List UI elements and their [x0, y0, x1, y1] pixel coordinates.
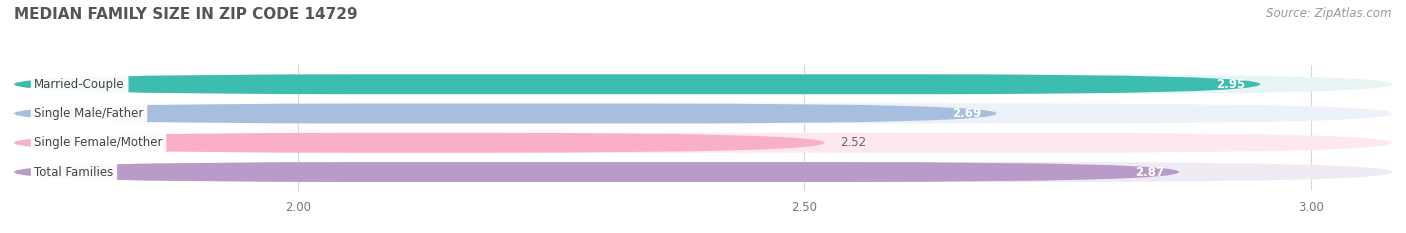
Text: Source: ZipAtlas.com: Source: ZipAtlas.com	[1267, 7, 1392, 20]
FancyBboxPatch shape	[14, 162, 1392, 182]
Text: 2.52: 2.52	[839, 136, 866, 149]
FancyBboxPatch shape	[14, 133, 1392, 153]
FancyBboxPatch shape	[14, 74, 1260, 94]
Text: Single Female/Mother: Single Female/Mother	[34, 136, 163, 149]
Text: Single Male/Father: Single Male/Father	[34, 107, 143, 120]
Text: Married-Couple: Married-Couple	[34, 78, 125, 91]
FancyBboxPatch shape	[14, 74, 1392, 94]
FancyBboxPatch shape	[14, 162, 1180, 182]
FancyBboxPatch shape	[14, 104, 1392, 123]
Text: 2.69: 2.69	[952, 107, 981, 120]
Text: 2.87: 2.87	[1135, 165, 1164, 178]
FancyBboxPatch shape	[14, 133, 824, 153]
Text: Total Families: Total Families	[34, 165, 114, 178]
FancyBboxPatch shape	[14, 104, 997, 123]
Text: MEDIAN FAMILY SIZE IN ZIP CODE 14729: MEDIAN FAMILY SIZE IN ZIP CODE 14729	[14, 7, 357, 22]
Text: 2.95: 2.95	[1216, 78, 1246, 91]
